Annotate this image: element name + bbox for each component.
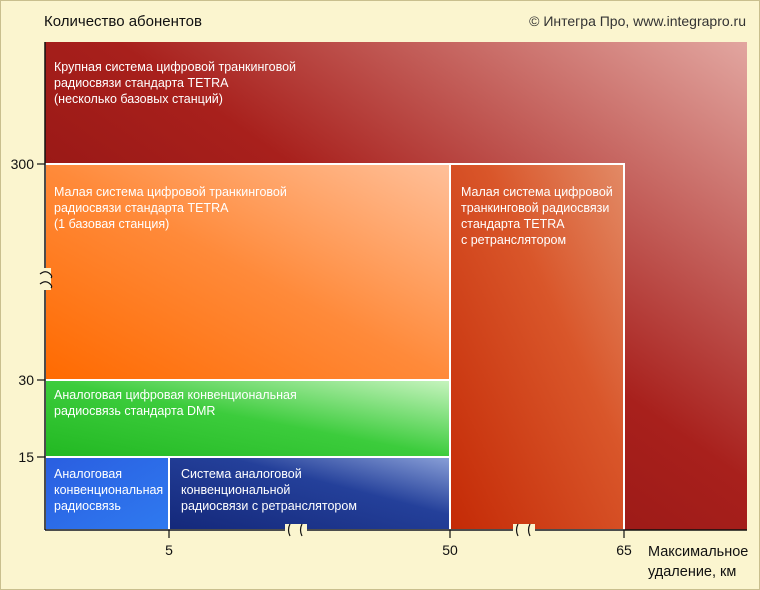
region-analog-repeater: [168, 456, 451, 531]
label-large-tetra: Крупная система цифровой транкинговой ра…: [54, 60, 300, 106]
label-line: радиосвязи стандарта TETRA: [54, 76, 229, 90]
label-tetra-repeater: Малая система цифровой транкинговой ради…: [461, 185, 616, 247]
y-axis-break: [39, 268, 53, 290]
label-small-tetra: Малая система цифровой транкинговой ради…: [54, 185, 290, 231]
label-line: радиосвязь: [54, 499, 121, 513]
label-line: Малая система цифровой: [461, 185, 613, 199]
region-dmr: [44, 379, 451, 458]
y-tick-label-300: 300: [11, 156, 35, 172]
label-line: Крупная система цифровой транкинговой: [54, 60, 296, 74]
label-line: Система аналоговой: [181, 467, 302, 481]
label-line: радиосвязи с ретранслятором: [181, 499, 357, 513]
y-tick-label-30: 30: [18, 372, 34, 388]
label-line: радиосвязи стандарта TETRA: [54, 201, 229, 215]
label-analog-conventional: Аналоговая конвенциональная радиосвязь: [54, 467, 167, 513]
x-axis-label-line-1: Максимальное: [648, 544, 749, 560]
label-line: (1 базовая станция): [54, 217, 169, 231]
label-line: с ретранслятором: [461, 233, 566, 247]
label-analog-repeater: Система аналоговой конвенциональной ради…: [181, 467, 357, 513]
label-line: радиосвязь стандарта DMR: [54, 404, 215, 418]
x-axis-label: Максимальное удаление, км: [648, 542, 758, 582]
x-tick-label-65: 65: [616, 542, 632, 558]
label-line: стандарта TETRA: [461, 217, 565, 231]
x-axis-break-2: [513, 523, 535, 537]
label-line: конвенциональная: [54, 483, 163, 497]
label-line: Аналоговая цифровая конвенциональная: [54, 388, 297, 402]
label-dmr: Аналоговая цифровая конвенциональная рад…: [54, 388, 300, 418]
label-line: транкинговой радиосвязи: [461, 201, 609, 215]
label-line: конвенциональной: [181, 483, 290, 497]
region-tetra-repeater: [449, 163, 625, 531]
x-axis-label-line-2: удаление, км: [648, 564, 737, 580]
label-line: Малая система цифровой транкинговой: [54, 185, 287, 199]
x-tick-label-50: 50: [442, 542, 458, 558]
chart-title: Количество абонентов: [44, 13, 202, 30]
x-tick-label-5: 5: [165, 542, 173, 558]
copyright-text: © Интегра Про, www.integrapro.ru: [529, 13, 746, 29]
label-line: (несколько базовых станций): [54, 92, 223, 106]
y-tick-label-15: 15: [18, 449, 34, 465]
label-line: Аналоговая: [54, 467, 122, 481]
x-axis-break-1: [285, 523, 307, 537]
